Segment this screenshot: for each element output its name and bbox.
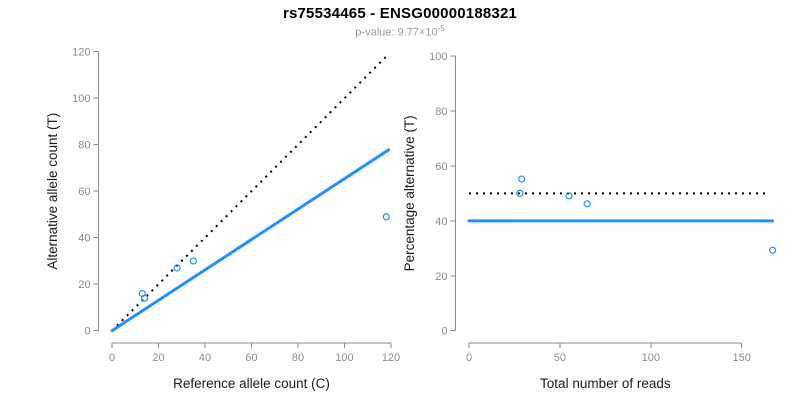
y-tick-label: 100 (429, 51, 447, 63)
y-tick-label: 80 (78, 140, 90, 152)
y-tick-label: 60 (435, 161, 447, 173)
y-tick-label: 100 (72, 93, 90, 105)
x-tick-label: 20 (152, 352, 164, 364)
percentage-alternative-data-point (769, 246, 777, 254)
y-tick-label: 40 (435, 216, 447, 228)
allele-counts-data-point (382, 213, 390, 221)
x-tick-label: 60 (245, 352, 257, 364)
y-tick-label: 0 (84, 326, 90, 338)
x-tick-label: 0 (109, 352, 115, 364)
x-tick-label: 80 (292, 352, 304, 364)
fit-line (110, 148, 391, 333)
x-tick-label: 50 (554, 352, 566, 364)
figure-subtitle: p-value: 9.77×10-5 (0, 24, 800, 39)
percentage-alternative-data-point (583, 200, 591, 208)
y-tick-label: 20 (435, 271, 447, 283)
x-tick-label: 100 (335, 352, 353, 364)
y-tick-label: 20 (78, 279, 90, 291)
x-tick-label: 120 (382, 352, 400, 364)
identity-line (111, 54, 389, 332)
percentage-alternative-y-label: Percentage alternative (T) (402, 115, 417, 271)
allele-counts-y-label: Alternative allele count (T) (45, 113, 60, 270)
allele-counts-data-point (173, 264, 181, 272)
allele-counts-x-label: Reference allele count (C) (173, 376, 330, 391)
figure-title: rs75534465 - ENSG00000188321 (282, 5, 518, 22)
allele-counts-data-point (140, 294, 149, 302)
pvalue-exponent: -5 (437, 24, 445, 33)
x-tick-label: 100 (642, 352, 660, 364)
x-tick-label: 150 (733, 352, 751, 364)
y-tick-label: 80 (435, 106, 447, 118)
y-tick-label: 120 (72, 47, 90, 59)
percentage-alternative-x-label: Total number of reads (540, 376, 671, 391)
y-tick-label: 0 (441, 326, 447, 338)
percentage-alternative-data-point (518, 175, 526, 183)
allele-counts-data-point (189, 257, 197, 265)
percentage-alternative-data-point (565, 192, 573, 200)
x-tick-label: 0 (466, 352, 472, 364)
y-tick-label: 60 (78, 186, 90, 198)
x-tick-label: 40 (199, 352, 211, 364)
pvalue-text: p-value: 9.77×10 (355, 26, 438, 39)
percentage-alternative-data-point (516, 189, 524, 197)
y-tick-label: 40 (78, 233, 90, 245)
